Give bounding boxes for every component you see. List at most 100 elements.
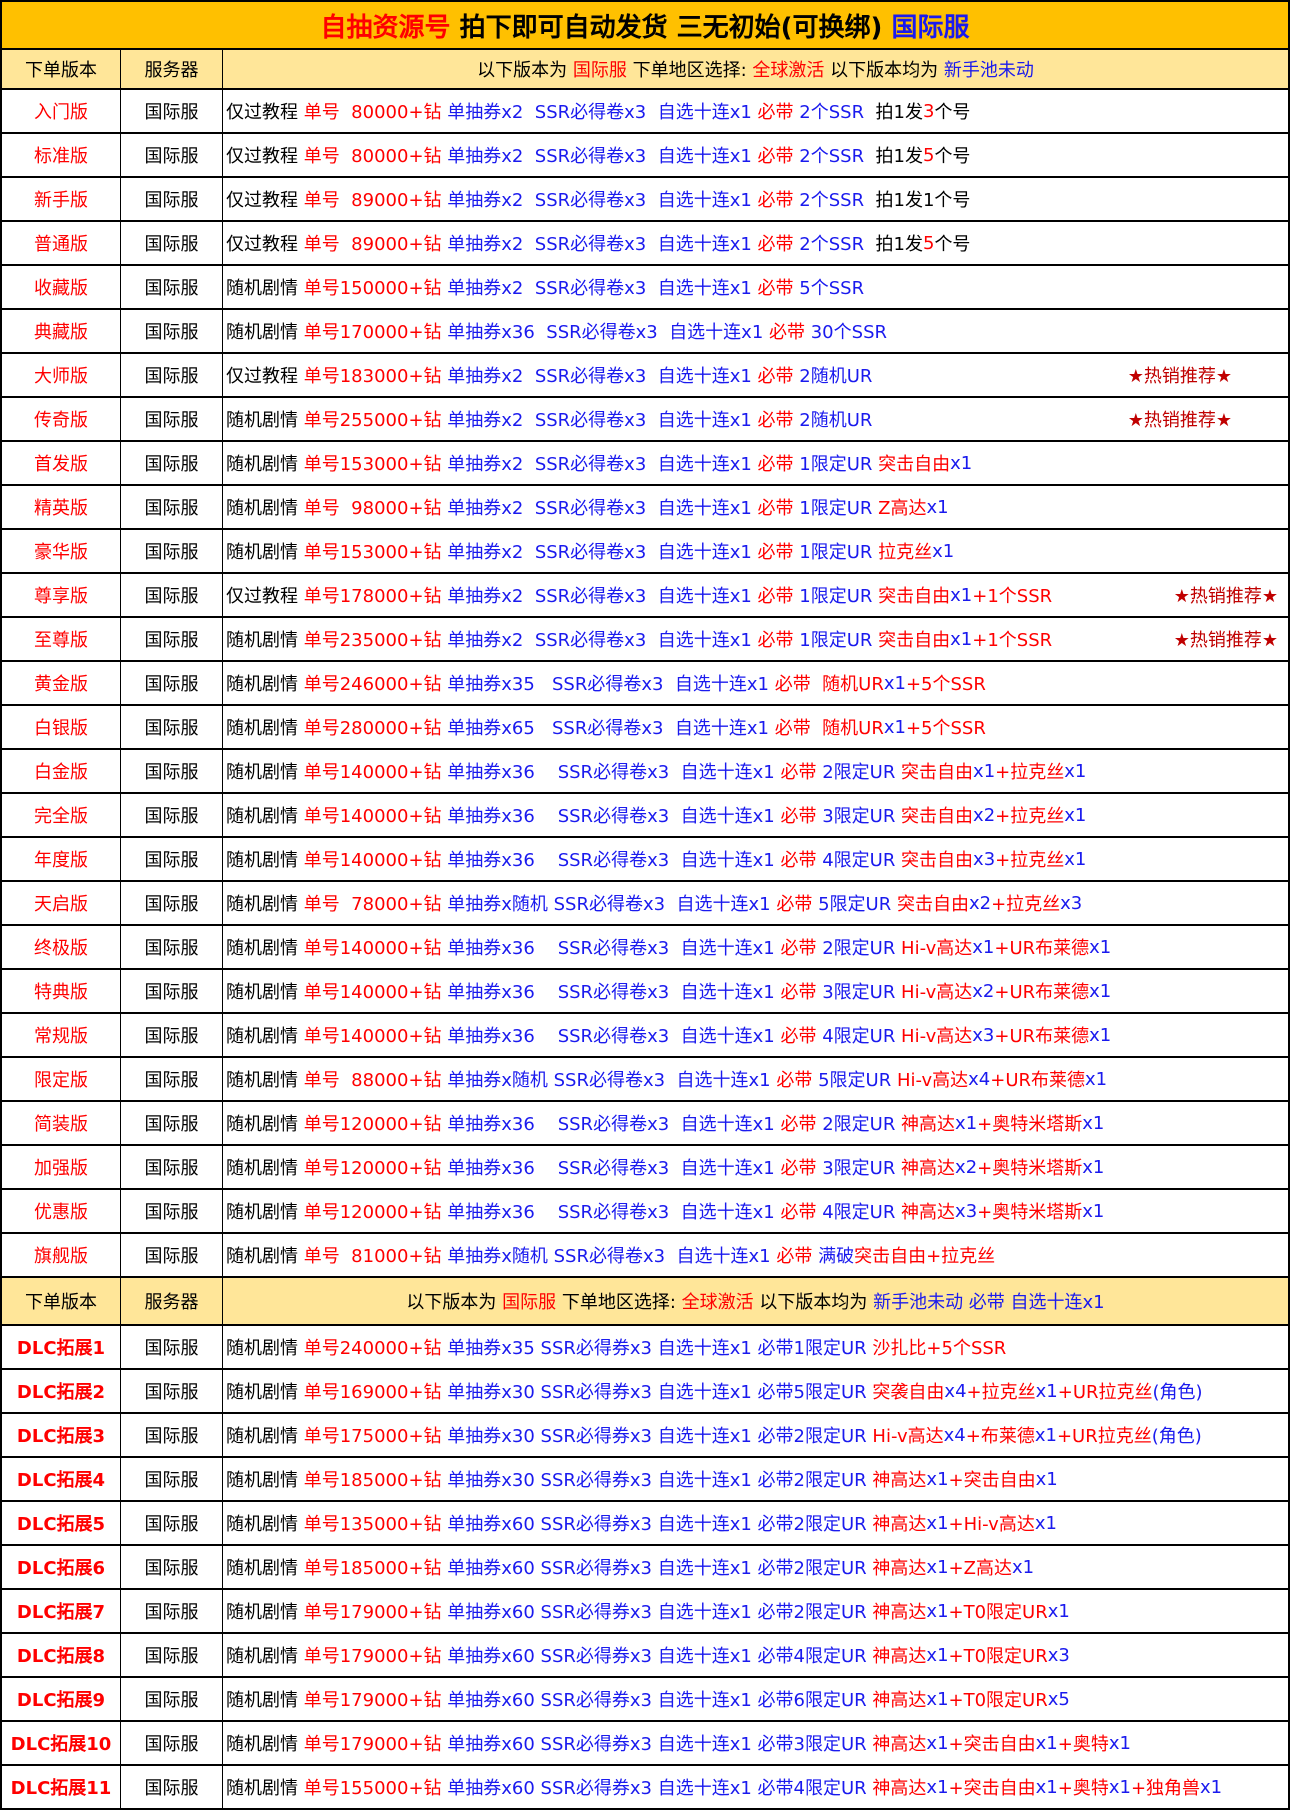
- text-segment: x1: [1035, 1380, 1058, 1402]
- version-name: 入门版: [2, 90, 121, 132]
- text-segment: 神高达: [872, 1778, 927, 1799]
- text-segment: 单号 80000+钻: [303, 146, 448, 167]
- text-segment: x1: [955, 1112, 978, 1134]
- text-segment: 全球激活: [752, 60, 825, 81]
- text-segment: 3限定UR: [822, 982, 902, 1003]
- version-description: 随机剧情 单号140000+钻 单抽券x36 SSR必得卷x3 自选十连x1 必…: [223, 750, 1288, 792]
- table-row: 白银版 国际服 随机剧情 单号280000+钻 单抽券x65 SSR必得卷x3 自选…: [2, 706, 1288, 750]
- text-segment: 单号140000+钻: [303, 850, 448, 871]
- text-segment: 神高达: [872, 1602, 927, 1623]
- version-description: 随机剧情 单号170000+钻 单抽券x36 SSR必得卷x3 自选十连x1 必…: [223, 310, 1288, 352]
- text-segment: 单抽券x36 SSR必得卷x3 自选十连x1: [447, 806, 781, 827]
- version-name: 新手版: [2, 178, 121, 220]
- text-segment: x3: [973, 848, 996, 870]
- text-segment: 拍1发1个号: [875, 190, 971, 211]
- server-name: 国际服: [121, 1678, 223, 1720]
- text-segment: 神高达: [901, 1114, 956, 1135]
- text-segment: 单号 89000+钻: [303, 190, 448, 211]
- text-segment: +奥特: [1057, 1778, 1109, 1799]
- text-segment: 30个SSR: [810, 322, 887, 343]
- table-row: 完全版 国际服 随机剧情 单号140000+钻 单抽券x36 SSR必得卷x3 自选…: [2, 794, 1288, 838]
- column-header-description: 以下版本为 国际服 下单地区选择: 全球激活 以下版本均为 新手池未动 必带 自…: [223, 1278, 1288, 1324]
- text-segment: x3: [972, 1024, 995, 1046]
- table-row: 旗舰版 国际服 随机剧情 单号 81000+钻 单抽券x随机 SSR必得卷x3 自选…: [2, 1234, 1288, 1278]
- text-segment: 仅过教程: [226, 102, 304, 123]
- text-segment: 随机剧情: [226, 1382, 304, 1403]
- text-segment: 突击自由: [878, 454, 951, 475]
- text-segment: 必带: [757, 278, 800, 299]
- version-description: 随机剧情 单号120000+钻 单抽券x36 SSR必得卷x3 自选十连x1 必…: [223, 1146, 1288, 1188]
- text-segment: 单号135000+钻: [303, 1514, 448, 1535]
- server-name: 国际服: [121, 926, 223, 968]
- text-segment: 突击自由+拉克丝: [854, 1246, 996, 1267]
- text-segment: 拉克丝: [878, 542, 933, 563]
- text-segment: +T0限定UR: [948, 1690, 1048, 1711]
- table-row: 精英版 国际服 随机剧情 单号 98000+钻 单抽券x2 SSR必得卷x3 自选十…: [2, 486, 1288, 530]
- table-row: DLC拓展2 国际服 随机剧情 单号169000+钻 单抽券x30 SSR必得券x3…: [2, 1370, 1288, 1414]
- text-segment: 2个SSR: [799, 234, 876, 255]
- text-segment: 必带: [780, 806, 823, 827]
- text-segment: 单号179000+钻: [303, 1690, 448, 1711]
- text-segment: Hi-v高达: [901, 938, 973, 959]
- text-segment: 单抽券x60 SSR必得券x3 自选十连x1 必带4限定UR: [447, 1778, 873, 1799]
- table-row: DLC拓展9 国际服 随机剧情 单号179000+钻 单抽券x60 SSR必得券x3…: [2, 1678, 1288, 1722]
- text-segment: 国际服: [502, 1292, 557, 1313]
- version-name: DLC拓展11: [2, 1766, 121, 1808]
- text-segment: 突袭自由: [872, 1382, 945, 1403]
- version-name: 至尊版: [2, 618, 121, 660]
- text-segment: 随机剧情: [226, 762, 304, 783]
- text-segment: 个号: [934, 234, 971, 255]
- text-segment: 单号179000+钻: [303, 1646, 448, 1667]
- text-segment: 1限定UR: [799, 542, 879, 563]
- text-segment: 单号150000+钻: [303, 278, 448, 299]
- text-segment: x1: [950, 584, 973, 606]
- text-segment: 单抽券x36 SSR必得卷x3 自选十连x1: [447, 322, 769, 343]
- text-segment: +拉克丝: [995, 762, 1065, 783]
- table-row: DLC拓展10 国际服 随机剧情 单号179000+钻 单抽券x60 SSR必得券x…: [2, 1722, 1288, 1766]
- table-row: DLC拓展7 国际服 随机剧情 单号179000+钻 单抽券x60 SSR必得券x3…: [2, 1590, 1288, 1634]
- text-segment: 单抽券x随机 SSR必得卷x3 自选十连x1: [447, 1246, 777, 1267]
- table-row: DLC拓展5 国际服 随机剧情 单号135000+钻 单抽券x60 SSR必得券x3…: [2, 1502, 1288, 1546]
- text-segment: 4限定UR: [822, 1202, 902, 1223]
- text-segment: 新手池未动: [943, 60, 1034, 81]
- text-segment: 单号153000+钻: [303, 454, 448, 475]
- text-segment: +UR拉克丝: [1057, 1382, 1153, 1403]
- text-segment: 单抽券x36 SSR必得卷x3 自选十连x1: [447, 1202, 781, 1223]
- server-name: 国际服: [121, 750, 223, 792]
- text-segment: 单号 89000+钻: [303, 234, 448, 255]
- text-segment: 必带: [757, 102, 800, 123]
- text-segment: +突击自由: [948, 1778, 1036, 1799]
- table-row: DLC拓展1 国际服 随机剧情 单号240000+钻 单抽券x35 SSR必得券x3…: [2, 1326, 1288, 1370]
- text-segment: x5: [1047, 1688, 1070, 1710]
- hot-sale-badge: ★热销推荐★: [1127, 366, 1232, 387]
- text-segment: x1: [1200, 1776, 1223, 1798]
- text-segment: x1: [950, 452, 973, 474]
- server-name: 国际服: [121, 1414, 223, 1456]
- text-segment: 下单地区选择:: [626, 60, 753, 81]
- text-segment: 单抽券x2 SSR必得卷x3 自选十连x1: [447, 234, 758, 255]
- text-segment: 神高达: [901, 1202, 956, 1223]
- server-name: 国际服: [121, 222, 223, 264]
- server-name: 国际服: [121, 662, 223, 704]
- text-segment: x1: [1034, 1424, 1057, 1446]
- text-segment: 单抽券x2 SSR必得卷x3 自选十连x1: [447, 498, 758, 519]
- text-segment: 单号179000+钻: [303, 1602, 448, 1623]
- text-segment: +1个SSR: [972, 586, 1053, 607]
- version-description: 随机剧情 单号179000+钻 单抽券x60 SSR必得券x3 自选十连x1 必…: [223, 1678, 1288, 1720]
- text-segment: x1: [926, 1732, 949, 1754]
- text-segment: +奥特米塔斯: [977, 1114, 1083, 1135]
- text-segment: 单号169000+钻: [303, 1382, 448, 1403]
- text-segment: 随机剧情: [226, 1026, 304, 1047]
- text-segment: 随机剧情: [226, 1602, 304, 1623]
- text-segment: 随机剧情: [226, 542, 304, 563]
- text-segment: 必带: [776, 1070, 819, 1091]
- text-segment: x1: [1047, 1600, 1070, 1622]
- text-segment: x1: [973, 760, 996, 782]
- text-segment: 全球激活: [681, 1292, 754, 1313]
- text-segment: 神高达: [872, 1514, 927, 1535]
- text-segment: 单抽券x2 SSR必得卷x3 自选十连x1: [447, 146, 758, 167]
- version-description: 随机剧情 单号255000+钻 单抽券x2 SSR必得卷x3 自选十连x1 必带…: [223, 398, 1288, 440]
- text-segment: 个号: [934, 102, 971, 123]
- text-segment: 必带: [780, 1202, 823, 1223]
- text-segment: x1: [1035, 1732, 1058, 1754]
